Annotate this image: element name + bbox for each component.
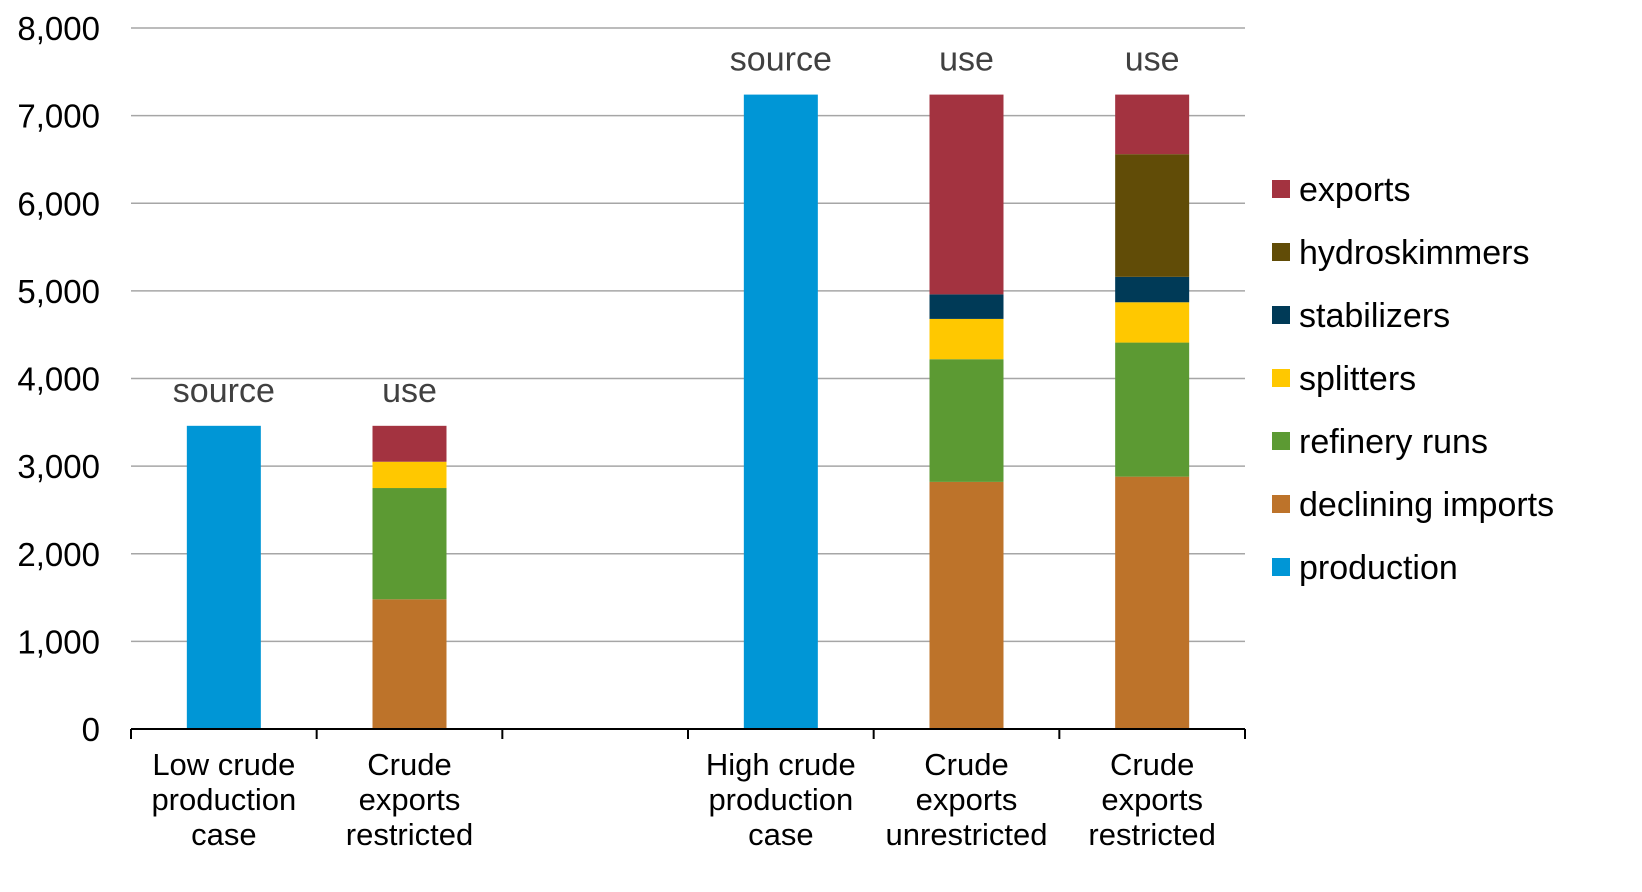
bar-segment-production	[743, 94, 818, 730]
bar-annotation: source	[173, 372, 275, 410]
bar-segment-declining-imports	[372, 599, 447, 729]
x-tick-label: case	[748, 817, 813, 852]
legend-label: declining imports	[1299, 486, 1554, 524]
legend-label: exports	[1299, 171, 1411, 209]
x-tick-label: restricted	[1088, 817, 1215, 852]
legend-label: splitters	[1299, 360, 1416, 398]
x-tick-label: exports	[359, 782, 461, 817]
x-tick-label: Crude	[367, 747, 451, 782]
bar-segment-splitters	[929, 318, 1004, 360]
bar-segment-refinery-runs	[929, 359, 1004, 482]
x-tick-label: High crude	[706, 747, 856, 782]
legend-swatch	[1272, 432, 1290, 450]
bar-annotation: use	[939, 41, 994, 79]
bar-segment-hydroskimmers	[1115, 154, 1190, 277]
bar-annotation: source	[730, 41, 832, 79]
bar-segment-exports	[1115, 94, 1190, 155]
bar-segment-stabilizers	[929, 294, 1004, 319]
bar-segment-declining-imports	[1115, 476, 1190, 729]
bar-annotations: source use source use use	[173, 41, 1180, 410]
x-tick-label: exports	[916, 782, 1018, 817]
y-tick-label: 5,000	[17, 273, 100, 310]
bar-segment-stabilizers	[1115, 276, 1190, 303]
y-tick-label: 7,000	[17, 98, 100, 135]
bar-segment-production	[186, 425, 261, 729]
x-tick-label: exports	[1101, 782, 1203, 817]
x-tick-label: restricted	[346, 817, 473, 852]
bars	[186, 94, 1190, 730]
y-tick-label: 6,000	[17, 185, 100, 222]
axes: 0 1,000 2,000 3,000 4,000 5,000 6,000 7,000 8,00…	[17, 10, 1246, 852]
y-tick-label: 2,000	[17, 536, 100, 573]
legend-label: production	[1299, 549, 1458, 587]
y-tick-label: 4,000	[17, 361, 100, 398]
bar-annotation: use	[1125, 41, 1180, 79]
x-tick-label: unrestricted	[886, 817, 1048, 852]
gridlines	[131, 27, 1245, 643]
legend: exports hydroskimmers stabilizers splitters…	[1272, 171, 1554, 587]
legend-swatch	[1272, 495, 1290, 513]
bar-segment-splitters	[1115, 302, 1190, 343]
bar-segment-declining-imports	[929, 481, 1004, 729]
x-tick-label: Low crude	[152, 747, 295, 782]
legend-swatch	[1272, 369, 1290, 387]
bar-annotation: use	[382, 372, 437, 410]
y-tick-label: 3,000	[17, 448, 100, 485]
x-tick-label: Crude	[1110, 747, 1194, 782]
legend-label: stabilizers	[1299, 297, 1450, 335]
x-tick-label: production	[708, 782, 853, 817]
x-tick-label: case	[191, 817, 256, 852]
bar-segment-splitters	[372, 461, 447, 489]
legend-swatch	[1272, 306, 1290, 324]
y-tick-label: 1,000	[17, 623, 100, 660]
legend-swatch	[1272, 243, 1290, 261]
legend-swatch	[1272, 180, 1290, 198]
x-tick-label: production	[151, 782, 296, 817]
legend-swatch	[1272, 558, 1290, 576]
y-tick-label: 8,000	[17, 10, 100, 47]
x-tick-label: Crude	[924, 747, 1008, 782]
legend-label: hydroskimmers	[1299, 234, 1529, 272]
y-tick-label: 0	[82, 711, 100, 748]
bar-segment-refinery-runs	[1115, 342, 1190, 477]
bar-segment-refinery-runs	[372, 488, 447, 600]
legend-label: refinery runs	[1299, 423, 1488, 461]
bar-segment-exports	[929, 94, 1004, 295]
bar-segment-exports	[372, 425, 447, 462]
